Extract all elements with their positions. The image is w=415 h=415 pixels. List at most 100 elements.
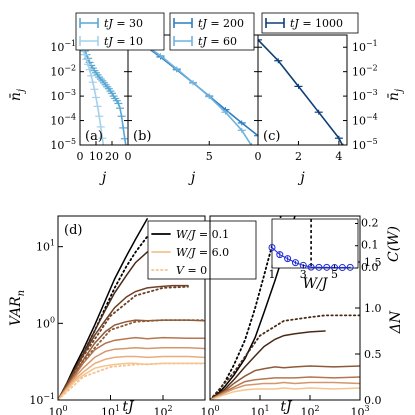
inset-y-label: C(W) bbox=[386, 226, 402, 262]
inset-marker bbox=[315, 263, 323, 271]
panel-c: 0 2 4 (c) j bbox=[255, 34, 348, 186]
series-line-d-9 bbox=[58, 355, 205, 400]
x-axis-label: j bbox=[188, 170, 196, 186]
series-line-b-1 bbox=[135, 38, 253, 145]
panel-c-frame bbox=[257, 34, 348, 146]
xtick-label: 100 bbox=[48, 404, 67, 415]
inset-xtick-label: 1 bbox=[269, 268, 276, 281]
xtick-label: 0 bbox=[77, 150, 84, 163]
series-line-d-0 bbox=[58, 218, 148, 400]
x-axis-label: tJ bbox=[122, 399, 135, 415]
series-line-d-6 bbox=[58, 319, 205, 400]
inset-xtick-label: 3 bbox=[300, 268, 307, 281]
inset-marker bbox=[338, 264, 346, 272]
series-line-b-0 bbox=[135, 39, 258, 137]
inset-marker bbox=[331, 264, 339, 272]
series-line-d-10 bbox=[58, 362, 205, 400]
xtick-label: 10 bbox=[89, 150, 103, 163]
legend-d: W/J = 0.1 W/J = 6.0 V = 0 bbox=[147, 220, 257, 280]
ytick-label-right: 10−5 bbox=[352, 137, 378, 152]
inset-ytick-label: 0.2 bbox=[361, 216, 379, 229]
ytick-label-right: 10−4 bbox=[352, 113, 378, 128]
series-line-e-4 bbox=[210, 365, 360, 400]
xtick-label: 102 bbox=[300, 404, 319, 415]
xtick-label: 101 bbox=[101, 404, 120, 415]
series-line-c-0 bbox=[258, 39, 344, 145]
xtick-label: 103 bbox=[350, 404, 369, 415]
ytick-label-left: 10−2 bbox=[50, 64, 76, 79]
xtick-label: 5 bbox=[206, 150, 213, 163]
legend-label: tJ = 30 bbox=[104, 17, 143, 30]
panel-d-frame bbox=[57, 215, 206, 401]
x-axis-label: j bbox=[297, 170, 305, 186]
series-line-e-3 bbox=[210, 314, 360, 400]
xtick-label: 20 bbox=[105, 150, 119, 163]
panel-a-data bbox=[80, 41, 128, 145]
inset-marker bbox=[268, 244, 276, 252]
ytick-label: 1.5 bbox=[364, 256, 382, 269]
series-line-d-11 bbox=[58, 362, 205, 400]
legend-label: tJ = 200 bbox=[198, 17, 244, 30]
y-axis-label: VARn bbox=[8, 290, 27, 326]
inset-x-label: W/J bbox=[303, 276, 329, 292]
panel-c-data bbox=[258, 37, 344, 145]
series-line-d-7 bbox=[58, 336, 205, 400]
panel-b: 0 5 (b) j bbox=[125, 34, 259, 186]
legend-label: V = 0 bbox=[176, 264, 207, 277]
panel-label: (d) bbox=[64, 223, 82, 238]
inset-ytick-label: 0.1 bbox=[361, 239, 379, 252]
panel-a: 0 10 20(a) j bbox=[77, 34, 129, 186]
ytick-label-left: 10−5 bbox=[50, 137, 76, 152]
inset: 1 3 5 0.0 0.1 0.2 W/J C(W) bbox=[268, 216, 402, 292]
ytick-label-right: 10−3 bbox=[352, 88, 378, 103]
xtick-label: 101 bbox=[250, 404, 269, 415]
legend-b: tJ = 200 tJ = 60 bbox=[169, 12, 255, 51]
legend-label: tJ = 60 bbox=[198, 35, 237, 48]
ytick-label: 0.0 bbox=[364, 394, 382, 407]
series-line-d-8 bbox=[58, 347, 205, 400]
ytick-label: 1.0 bbox=[364, 302, 382, 315]
x-axis-label: j bbox=[99, 170, 107, 186]
legend-label: tJ = 10 bbox=[104, 35, 143, 48]
legend-c: tJ = 1000 bbox=[261, 12, 359, 34]
xtick-label: 102 bbox=[153, 404, 172, 415]
inset-marker bbox=[346, 263, 354, 271]
legend-label: tJ = 1000 bbox=[290, 17, 343, 30]
panel-d-data bbox=[58, 218, 205, 400]
ytick-label-left: 10−4 bbox=[50, 113, 76, 128]
legend-box bbox=[261, 12, 359, 34]
y-axis-label: ΔN bbox=[388, 310, 404, 334]
legend-a: tJ = 30 tJ = 10 bbox=[75, 12, 165, 51]
series-line-e-2 bbox=[210, 330, 326, 400]
xtick-label: 0 bbox=[125, 150, 132, 163]
ytick-label: 100 bbox=[36, 315, 55, 330]
legend-label: W/J = 0.1 bbox=[176, 228, 229, 241]
legend-label: W/J = 6.0 bbox=[176, 246, 229, 259]
ytick-label: 0.5 bbox=[364, 348, 382, 361]
xtick-label: 2 bbox=[295, 150, 302, 163]
xtick-label: 4 bbox=[335, 150, 342, 163]
y-axis-label-left: n̄j bbox=[8, 89, 27, 101]
ytick-label: 10−1 bbox=[29, 392, 55, 407]
panel-e-data bbox=[210, 216, 360, 400]
ytick-label-left: 10−1 bbox=[50, 39, 76, 54]
xtick-label: 100 bbox=[200, 404, 219, 415]
ytick-label-right: 10−1 bbox=[352, 39, 378, 54]
xtick-label: 0 bbox=[255, 150, 262, 163]
inset-marker bbox=[323, 263, 331, 271]
panel-b-data bbox=[132, 36, 258, 145]
legend-box bbox=[169, 12, 255, 51]
inset-marker bbox=[291, 259, 299, 267]
inset-xtick-label: 5 bbox=[331, 268, 338, 281]
inset-marker bbox=[307, 263, 315, 271]
ytick-label-left: 10−3 bbox=[50, 88, 76, 103]
series-line-d-4 bbox=[58, 285, 189, 400]
series-line-d-3 bbox=[58, 284, 189, 400]
x-axis-label: tJ bbox=[280, 399, 293, 415]
y-axis-label-right: n̄j bbox=[386, 89, 405, 101]
inset-marker bbox=[299, 261, 307, 269]
series-line-e-7 bbox=[210, 387, 360, 400]
